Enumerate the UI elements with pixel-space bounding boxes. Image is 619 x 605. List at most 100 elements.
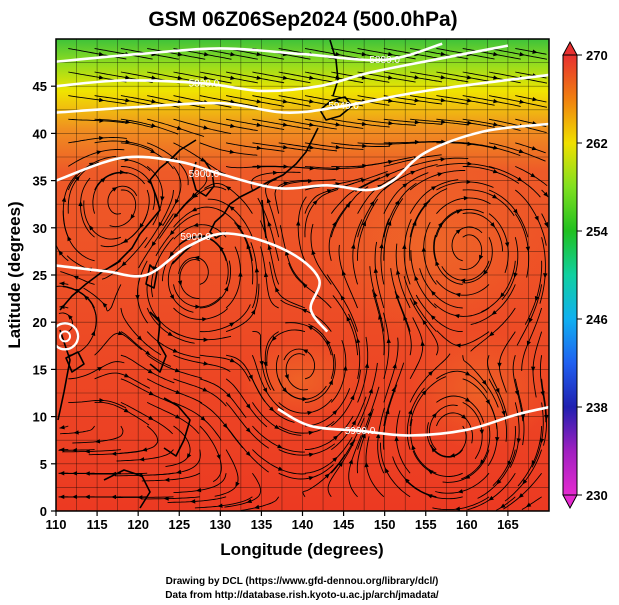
streamline: [409, 95, 469, 105]
streamline-arrow: [175, 389, 181, 395]
streamline-arrow: [271, 335, 277, 342]
streamline: [199, 47, 258, 60]
x-tick-label: 135: [251, 517, 273, 532]
streamline: [199, 304, 251, 333]
streamline: [83, 200, 122, 240]
streamline-arrow: [338, 461, 343, 467]
streamline: [531, 402, 544, 468]
streamline: [68, 399, 127, 409]
contour-label: 5940.0: [328, 101, 359, 112]
streamline-arrow: [238, 271, 243, 277]
streamline-arrow: [493, 122, 499, 127]
streamline: [257, 197, 280, 261]
streamline-arrow: [493, 75, 499, 80]
streamline: [62, 449, 121, 453]
streamline: [83, 284, 122, 312]
streamline: [278, 398, 333, 414]
streamline-arrow: [141, 447, 148, 452]
streamline-arrow: [340, 295, 346, 301]
streamline-arrow: [164, 477, 170, 483]
streamline: [225, 47, 285, 60]
streamline: [114, 496, 174, 498]
streamline-arrow: [410, 170, 416, 175]
y-tick-label: 25: [33, 268, 47, 283]
streamline: [207, 198, 253, 238]
streamline: [462, 189, 515, 217]
streamline-arrow: [78, 201, 83, 207]
streamline: [503, 472, 542, 510]
streamline-arrow: [519, 99, 525, 104]
sakhalin-coast: [329, 39, 339, 97]
streamline-arrow: [91, 330, 96, 336]
streamline: [436, 330, 490, 346]
streamline-arrow: [543, 191, 549, 198]
streamline: [225, 142, 285, 152]
streamline: [62, 174, 77, 238]
streamline: [251, 355, 285, 411]
streamline: [383, 141, 443, 144]
streamline: [539, 355, 547, 423]
streamline-arrow: [525, 502, 532, 508]
streamline: [199, 402, 244, 449]
x-tick-label: 160: [456, 517, 478, 532]
streamline: [357, 165, 413, 191]
streamline: [179, 259, 200, 300]
streamline: [331, 396, 367, 450]
streamline: [515, 189, 547, 246]
streamline-arrow: [137, 473, 143, 478]
streamline-arrow: [251, 309, 256, 315]
streamline: [147, 71, 206, 84]
streamline-arrow: [100, 177, 106, 183]
streamline-arrow: [200, 416, 206, 421]
streamline: [403, 219, 412, 285]
streamline: [173, 284, 222, 308]
streamline: [409, 376, 447, 427]
streamline: [120, 307, 162, 356]
streamline-arrow: [531, 460, 536, 466]
streamline-arrow: [73, 275, 79, 280]
streamline-arrow: [312, 199, 318, 206]
streamline-arrow: [534, 296, 540, 302]
streamline-arrow: [404, 478, 410, 484]
streamline-arrow: [309, 145, 315, 150]
streamline: [330, 339, 347, 403]
streamline: [94, 118, 153, 129]
colorbar-tick-label: 246: [586, 312, 608, 327]
streamline: [383, 182, 417, 238]
streamline: [532, 331, 543, 398]
streamline: [265, 178, 280, 238]
streamline: [120, 354, 175, 384]
streamline-arrow: [158, 221, 163, 228]
streamline: [101, 236, 148, 280]
streamline: [240, 496, 280, 511]
height-contour-line: [56, 232, 329, 333]
streamline-arrow: [364, 362, 370, 368]
streamline-arrow: [351, 243, 356, 249]
streamline-arrow: [543, 273, 548, 279]
streamline-arrow: [385, 467, 390, 474]
streamline: [67, 155, 117, 191]
height-contour-line: [56, 42, 443, 63]
streamline: [199, 142, 258, 156]
credit-line-1: Drawing by DCL (https://www.gfd-dennou.o…: [166, 576, 439, 587]
streamline-arrow: [414, 120, 420, 125]
streamline: [403, 275, 437, 332]
streamline: [426, 422, 464, 458]
streamline-arrow: [267, 221, 272, 227]
streamline-arrow: [388, 120, 394, 126]
streamline: [412, 450, 463, 477]
streamline-arrow: [145, 350, 151, 356]
streamline: [94, 95, 153, 106]
streamline-arrow: [361, 121, 368, 127]
streamline: [225, 402, 270, 449]
streamline: [435, 472, 490, 494]
streamline: [155, 213, 200, 257]
streamline: [383, 118, 443, 125]
streamline-arrow: [83, 295, 90, 301]
streamline-arrow: [457, 489, 464, 494]
streamline-arrow: [282, 99, 289, 104]
streamline: [357, 142, 417, 145]
streamline-arrow: [267, 244, 272, 251]
streamline: [278, 71, 337, 84]
streamline: [348, 434, 362, 498]
